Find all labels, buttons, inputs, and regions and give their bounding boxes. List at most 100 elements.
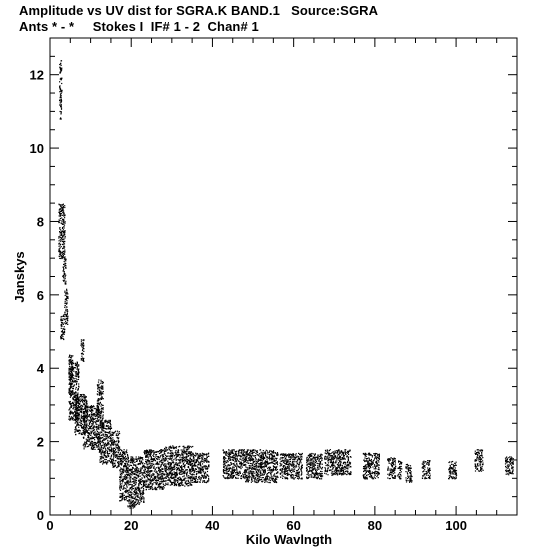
data-point: [89, 443, 91, 445]
data-point: [99, 436, 101, 438]
data-point: [124, 478, 126, 480]
data-point: [79, 406, 81, 408]
data-point: [182, 484, 184, 486]
data-point: [237, 453, 239, 455]
data-point: [159, 457, 161, 459]
data-point: [63, 271, 65, 273]
data-point: [100, 390, 102, 392]
data-point: [80, 409, 82, 411]
data-point: [72, 367, 74, 369]
data-point: [138, 486, 140, 488]
data-point: [105, 462, 107, 464]
data-point: [109, 437, 111, 439]
data-point: [84, 407, 86, 409]
data-point: [201, 469, 204, 471]
data-point: [59, 231, 61, 233]
data-point: [80, 398, 82, 400]
data-point: [186, 471, 188, 473]
data-point: [102, 393, 104, 395]
data-point: [119, 480, 121, 482]
data-point: [94, 441, 96, 443]
data-point: [267, 475, 269, 477]
data-point: [138, 488, 140, 490]
data-point: [61, 325, 63, 327]
data-point: [151, 476, 153, 478]
data-point: [187, 485, 189, 487]
data-point: [243, 460, 245, 462]
data-point: [84, 428, 86, 430]
data-point: [223, 472, 225, 474]
data-point: [106, 422, 108, 424]
data-point: [191, 479, 194, 481]
data-point: [83, 426, 85, 428]
data-point: [83, 431, 85, 433]
data-point: [93, 433, 95, 435]
data-point: [92, 432, 95, 434]
data-point: [156, 482, 158, 484]
data-point: [139, 463, 141, 465]
data-point: [64, 222, 66, 224]
data-point: [189, 454, 191, 456]
data-point: [236, 467, 238, 469]
data-point: [72, 391, 74, 393]
data-point: [107, 447, 109, 449]
data-point: [224, 456, 226, 459]
data-point: [139, 456, 142, 458]
data-point: [71, 362, 73, 364]
data-point: [225, 451, 227, 453]
data-point: [68, 371, 70, 374]
data-point: [187, 480, 190, 483]
data-point: [74, 407, 76, 409]
data-point: [127, 473, 130, 475]
data-point: [242, 477, 244, 479]
data-point: [102, 424, 104, 426]
data-point: [184, 479, 186, 481]
data-point: [151, 470, 153, 472]
data-point: [60, 67, 62, 69]
data-point: [237, 450, 239, 452]
data-point: [228, 453, 231, 455]
data-point: [70, 393, 72, 395]
data-point: [60, 98, 62, 101]
data-point: [242, 454, 244, 456]
data-point: [101, 397, 103, 399]
data-point: [89, 425, 91, 428]
data-point: [136, 460, 138, 462]
data-point: [197, 479, 199, 481]
data-point: [123, 468, 125, 470]
data-point: [88, 432, 91, 435]
data-point: [102, 415, 104, 417]
data-point: [58, 249, 61, 251]
data-point: [239, 471, 241, 473]
data-point: [164, 474, 166, 476]
data-point: [122, 460, 124, 462]
data-point: [100, 379, 102, 381]
data-point: [139, 479, 141, 481]
data-point: [103, 442, 105, 444]
data-point: [194, 476, 196, 478]
data-point: [162, 486, 164, 488]
data-point: [131, 497, 133, 499]
data-point: [90, 428, 92, 430]
data-point: [181, 484, 184, 486]
data-point: [88, 436, 90, 438]
data-point: [263, 467, 265, 469]
data-point: [188, 485, 190, 487]
data-point: [267, 451, 269, 453]
data-point: [113, 456, 115, 458]
data-point: [187, 465, 190, 468]
data-point: [167, 482, 169, 484]
data-point: [76, 361, 78, 363]
data-point: [233, 467, 235, 469]
data-point: [169, 452, 171, 454]
data-point: [117, 434, 120, 436]
data-point: [228, 453, 230, 455]
data-point: [186, 484, 188, 486]
data-point: [204, 476, 206, 478]
data-point: [102, 451, 104, 453]
data-point: [230, 462, 232, 464]
data-point: [236, 471, 238, 474]
data-point: [161, 471, 163, 473]
data-point: [259, 474, 261, 476]
data-point: [60, 68, 62, 71]
